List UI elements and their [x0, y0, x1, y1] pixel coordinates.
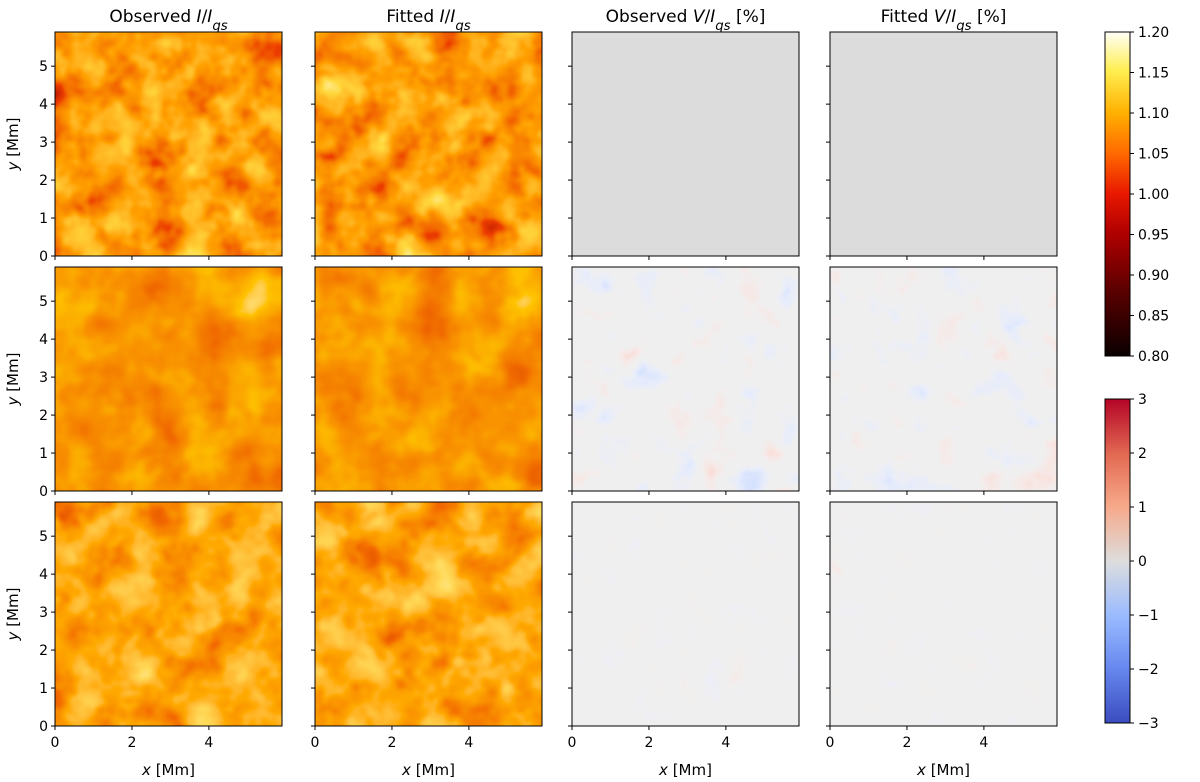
colorbar-tick-label: 3 — [1138, 392, 1147, 408]
y-tick-label: 4 — [39, 97, 48, 113]
map-image — [55, 32, 282, 256]
panel-frame — [314, 31, 543, 257]
map-image — [830, 502, 1057, 726]
panel-frame — [829, 31, 1058, 257]
y-tick-label: 2 — [39, 643, 48, 659]
x-axis-label: x [Mm] — [916, 761, 970, 779]
panel-r1-c2 — [311, 31, 543, 260]
panel-r3-c3: 0 2 4 — [568, 501, 800, 751]
colorbar-tick-label: 0.85 — [1138, 309, 1169, 325]
colorbar-tick-label: 1.05 — [1138, 147, 1169, 163]
y-tick-label: 0 — [39, 719, 48, 735]
y-tick-label: 0 — [39, 249, 48, 265]
colorbar-tick-label: 0.95 — [1138, 228, 1169, 244]
map-image — [830, 267, 1057, 491]
intensity-colorbar: 0.80 0.85 0.90 0.95 1.00 1.05 1.10 1.15 1.20 — [1104, 25, 1169, 365]
column-title-3: Observed V/Iqs [%] — [606, 7, 766, 34]
column-title-1: Observed I/Iqs — [109, 7, 227, 34]
panel-r3-c1: 0 1 2 3 4 5 0 2 4 — [39, 501, 283, 751]
y-tick-label: 1 — [39, 211, 48, 227]
y-tick-label: 0 — [39, 484, 48, 500]
panel-frame — [314, 266, 543, 492]
panel-frame — [829, 266, 1058, 492]
x-tick-label: 4 — [204, 735, 213, 751]
y-tick-label: 5 — [39, 59, 48, 75]
colorbar-tick-label: 1.15 — [1138, 66, 1169, 82]
x-tick-label: 0 — [568, 735, 577, 751]
x-tick-label: 2 — [644, 735, 653, 751]
map-image-blank — [830, 32, 1057, 256]
colorbar-gradient — [1104, 31, 1131, 357]
panel-frame — [314, 501, 543, 727]
panel-frame — [54, 31, 283, 257]
y-tick-label: 2 — [39, 173, 48, 189]
y-tick-label: 2 — [39, 408, 48, 424]
y-tick-label: 5 — [39, 529, 48, 545]
colorbar-tick-label: −1 — [1138, 608, 1159, 624]
colorbar-tick-label: 1.00 — [1138, 187, 1169, 203]
x-axis-label: x [Mm] — [401, 761, 455, 779]
panel-frame — [571, 501, 800, 727]
y-axis-label: y [Mm] — [4, 353, 22, 407]
map-image-blank — [572, 32, 799, 256]
colorbar-tick-label: 2 — [1138, 446, 1147, 462]
y-axis-label: y [Mm] — [4, 118, 22, 172]
panel-frame — [571, 31, 800, 257]
y-tick-label: 4 — [39, 332, 48, 348]
panel-frame — [54, 266, 283, 492]
column-title-2: Fitted I/Iqs — [386, 7, 470, 34]
map-image — [55, 502, 282, 726]
panel-r3-c4: 0 2 4 — [826, 501, 1058, 751]
colorbar-tick-label: 0 — [1138, 554, 1147, 570]
map-image — [55, 267, 282, 491]
panel-r3-c2: 0 2 4 — [311, 501, 543, 751]
map-image — [572, 267, 799, 491]
panel-frame — [571, 266, 800, 492]
map-image — [315, 267, 542, 491]
colorbar-tick-label: 0.90 — [1138, 268, 1169, 284]
x-tick-label: 2 — [127, 735, 136, 751]
map-image — [315, 502, 542, 726]
panel-r2-c4 — [826, 266, 1058, 495]
panel-r1-c4 — [826, 31, 1058, 260]
x-tick-label: 4 — [979, 735, 988, 751]
y-tick-label: 3 — [39, 605, 48, 621]
column-title-4: Fitted V/Iqs [%] — [881, 7, 1007, 34]
map-image — [315, 32, 542, 256]
y-tick-label: 5 — [39, 294, 48, 310]
x-axis-label: x [Mm] — [658, 761, 712, 779]
y-tick-label: 1 — [39, 681, 48, 697]
x-tick-label: 4 — [464, 735, 473, 751]
x-tick-label: 4 — [721, 735, 730, 751]
y-tick-label: 4 — [39, 567, 48, 583]
colorbar-gradient — [1104, 398, 1131, 724]
y-tick-label: 3 — [39, 370, 48, 386]
colorbar-tick-label: 0.80 — [1138, 349, 1169, 365]
x-tick-label: 0 — [311, 735, 320, 751]
panel-r1-c1: 0 1 2 3 4 5 — [39, 31, 283, 265]
panel-r2-c3 — [568, 266, 800, 495]
stokes-v-colorbar: −3 −2 −1 0 1 2 3 — [1104, 392, 1159, 732]
y-tick-label: 1 — [39, 446, 48, 462]
panel-frame — [54, 501, 283, 727]
panel-r2-c1: 0 1 2 3 4 5 — [39, 266, 283, 500]
panel-r2-c2 — [311, 266, 543, 495]
colorbar-tick-label: 1.10 — [1138, 106, 1169, 122]
panel-r1-c3 — [568, 31, 800, 260]
x-tick-label: 2 — [387, 735, 396, 751]
x-axis-label: x [Mm] — [141, 761, 195, 779]
x-tick-label: 0 — [51, 735, 60, 751]
map-image — [572, 502, 799, 726]
y-tick-label: 3 — [39, 135, 48, 151]
x-tick-label: 2 — [902, 735, 911, 751]
colorbar-tick-label: 1 — [1138, 500, 1147, 516]
colorbar-tick-label: 1.20 — [1138, 25, 1169, 41]
y-axis-label: y [Mm] — [4, 588, 22, 642]
colorbar-tick-label: −3 — [1138, 716, 1159, 732]
panel-frame — [829, 501, 1058, 727]
colorbar-tick-label: −2 — [1138, 662, 1159, 678]
x-tick-label: 0 — [826, 735, 835, 751]
